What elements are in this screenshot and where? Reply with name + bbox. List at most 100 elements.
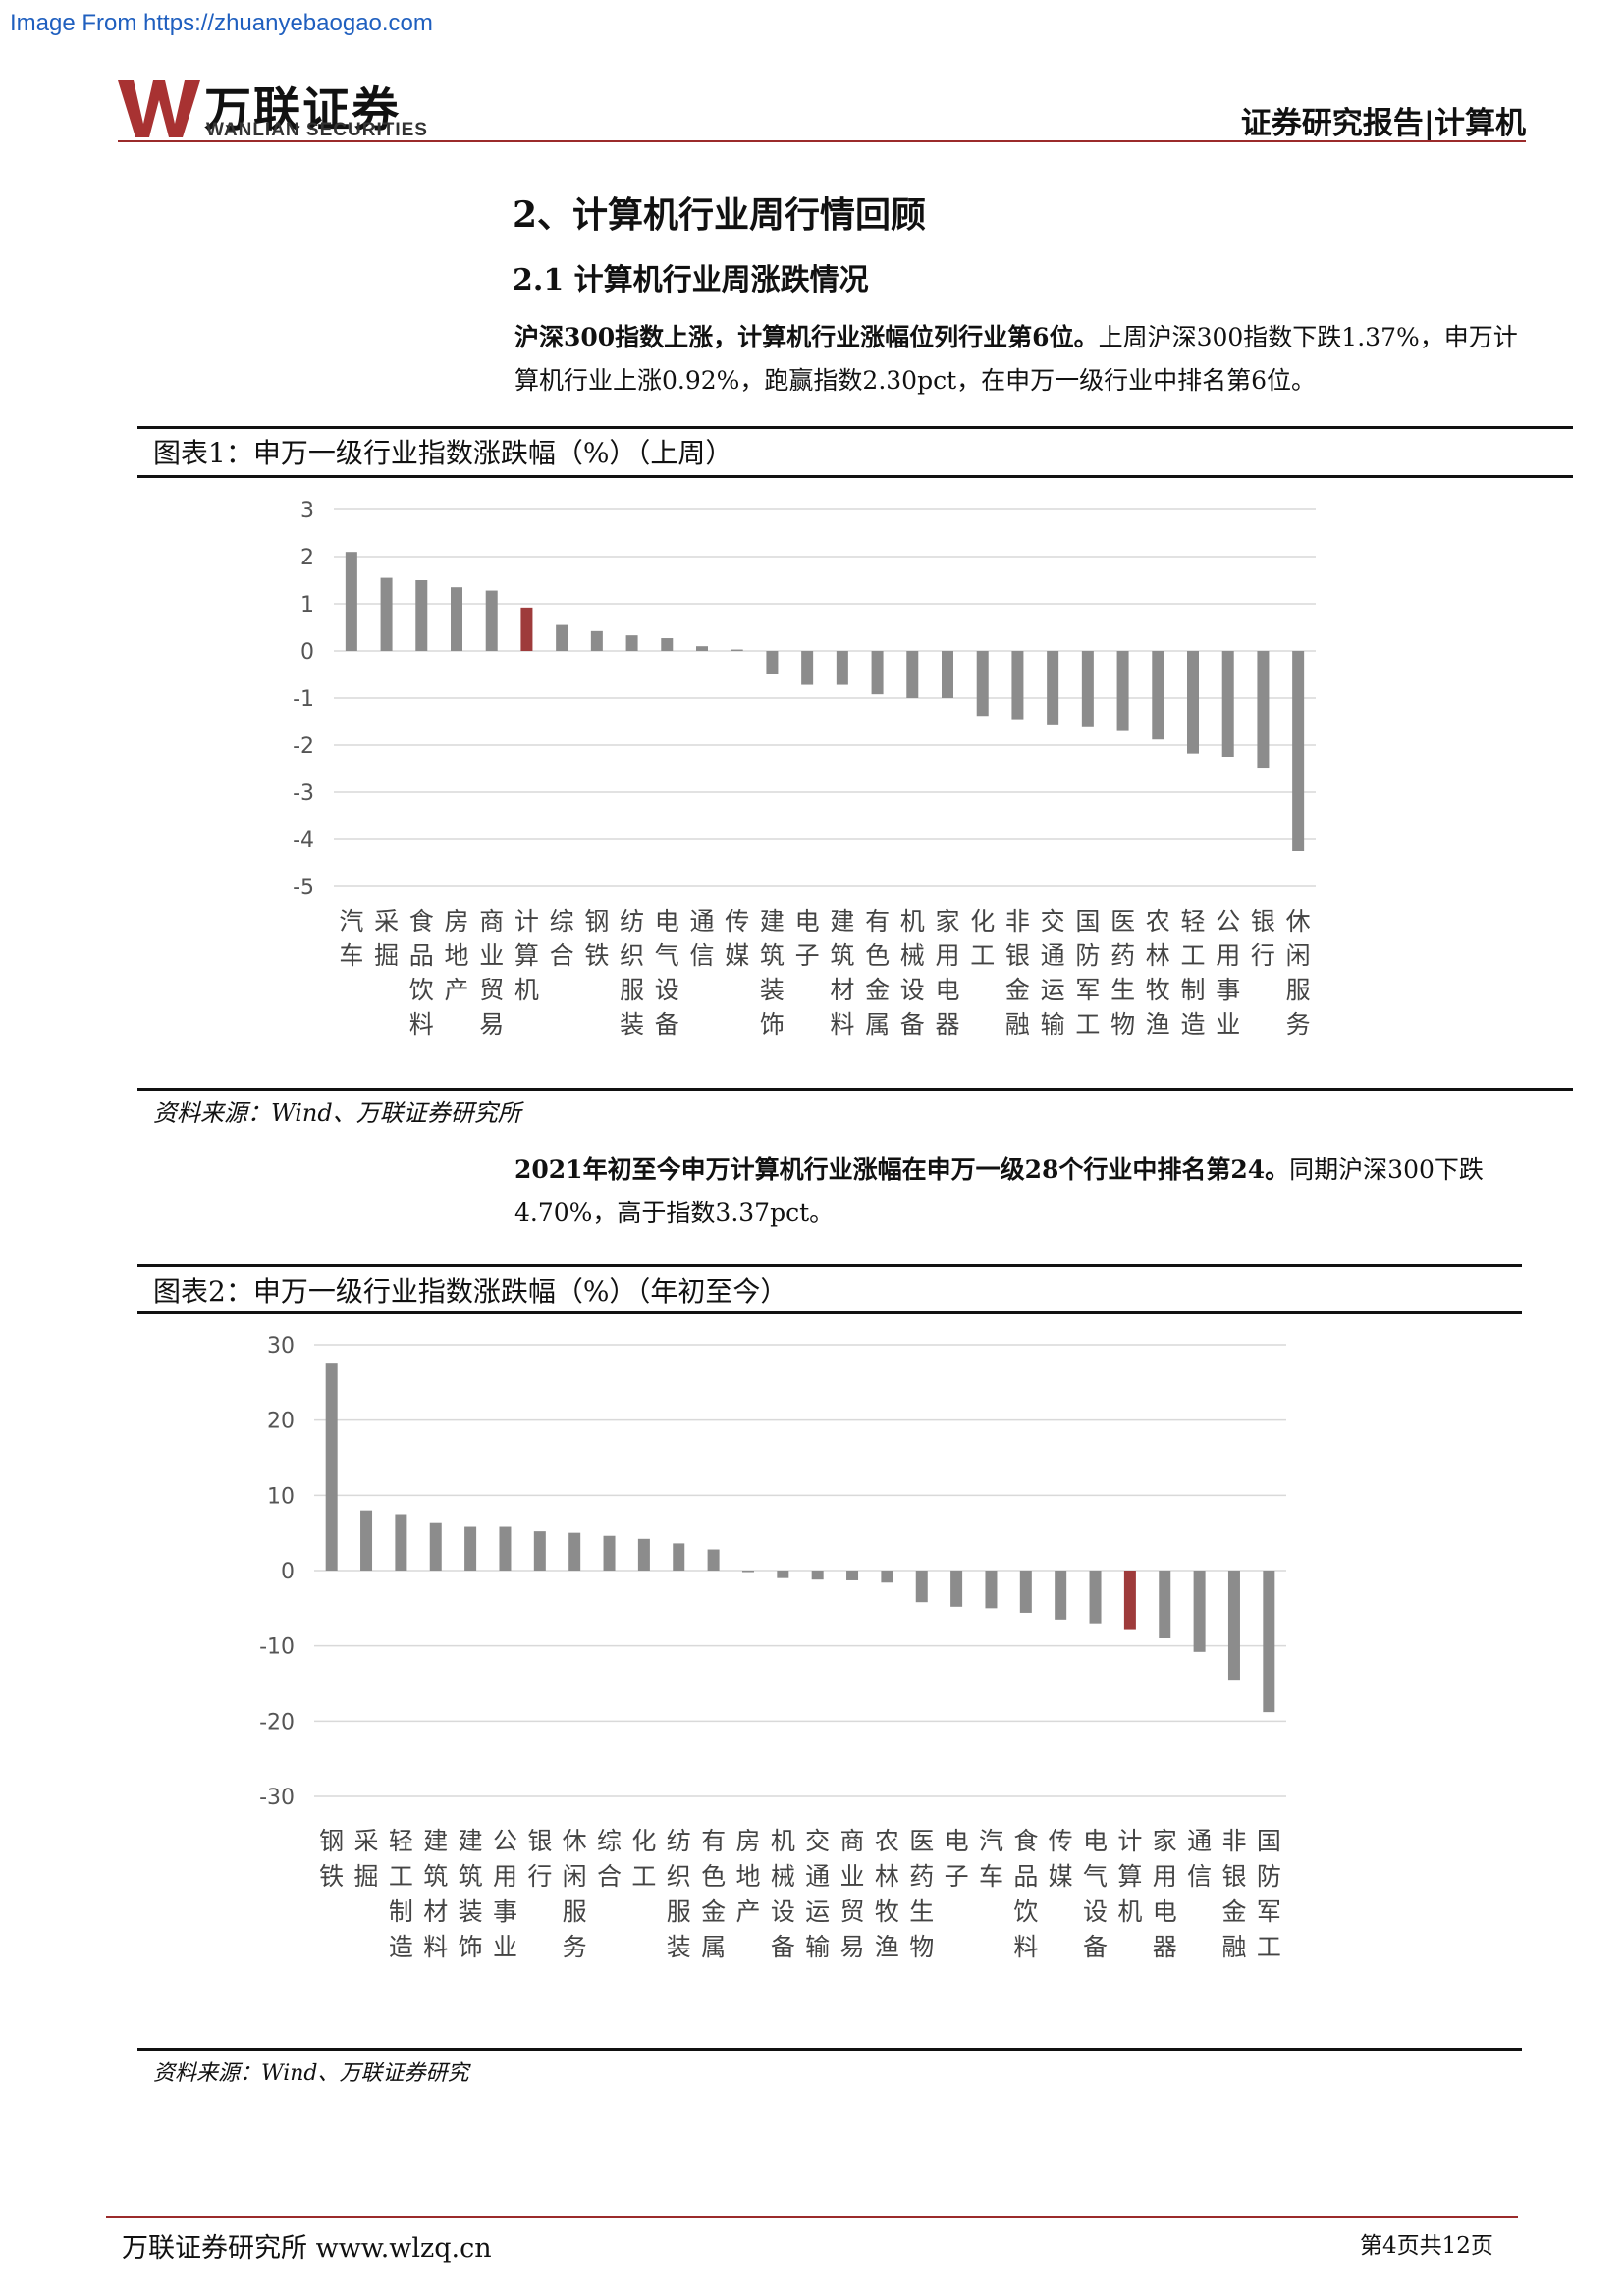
y-tick-label: 0 [300, 640, 314, 665]
x-category-label-char: 融 [1005, 1010, 1030, 1039]
x-category-label-char: 输 [1041, 1010, 1065, 1039]
x-category-label-char: 渔 [875, 1933, 899, 1961]
x-category-label-char: 械 [771, 1862, 795, 1891]
paragraph-weekly-body: 上周沪深300指数下跌1.37%，申万计算机行业上涨0.92%，跑赢指数2.30… [514, 323, 1518, 395]
x-category-label-char: 电 [1153, 1897, 1177, 1926]
y-tick-label: 3 [300, 499, 314, 523]
x-category-label-char: 有 [701, 1827, 726, 1855]
x-category-label-char: 综 [550, 907, 574, 935]
paragraph-weekly: 沪深300指数上涨，计算机行业涨幅位列行业第6位。上周沪深300指数下跌1.37… [514, 316, 1526, 402]
bar [625, 635, 638, 651]
x-category-label-char: 工 [970, 941, 995, 970]
x-category-label-char: 工 [1075, 1010, 1100, 1039]
bar [906, 651, 919, 698]
x-category-label-char: 筑 [830, 941, 854, 970]
x-category-label-char: 掘 [374, 941, 399, 970]
x-category-label-char: 交 [1041, 907, 1065, 935]
bar [881, 1571, 893, 1583]
x-category-label-char: 汽 [979, 1827, 1003, 1855]
bar [603, 1535, 616, 1571]
x-category-label-char: 农 [1146, 907, 1170, 935]
x-category-label-char: 通 [805, 1862, 830, 1891]
subsection-title: 2.1 计算机行业周涨跌情况 [513, 263, 869, 297]
x-category-label-char: 军 [1075, 976, 1100, 1004]
x-category-label-char: 计 [514, 907, 539, 935]
x-category-label-char: 休 [563, 1827, 587, 1855]
bar [731, 649, 743, 651]
paragraph-ytd: 2021年初至今申万计算机行业涨幅在申万一级28个行业中排名第24。同期沪深30… [514, 1148, 1526, 1235]
page-number: 第4页共12页 [1360, 2233, 1493, 2259]
footer-left: 万联证券研究所 www.wlzq.cn [122, 2233, 492, 2264]
x-category-label-char: 属 [865, 1010, 890, 1039]
x-category-label-char: 金 [865, 976, 890, 1004]
x-category-label-char: 轻 [389, 1827, 413, 1855]
x-category-label-char: 工 [1257, 1933, 1281, 1961]
x-category-label-char: 物 [1110, 1010, 1135, 1039]
x-category-label-char: 铁 [319, 1862, 344, 1891]
x-category-label-char: 采 [374, 907, 399, 935]
x-category-label-char: 输 [805, 1933, 830, 1961]
x-category-label-char: 通 [1041, 941, 1065, 970]
bar [707, 1549, 720, 1571]
x-category-label-char: 传 [725, 907, 749, 935]
x-category-label-char: 运 [1041, 976, 1065, 1004]
x-category-label-char: 钢 [584, 907, 609, 935]
bar [429, 1522, 442, 1571]
x-category-label-char: 筑 [459, 1862, 483, 1891]
bar [1263, 1571, 1275, 1713]
bar [1193, 1571, 1206, 1652]
figure1-top-rule [137, 426, 1573, 429]
x-category-label-char: 金 [1005, 976, 1030, 1004]
x-category-label-char: 备 [655, 1010, 679, 1039]
x-category-label-char: 贸 [479, 976, 504, 1004]
x-category-label-char: 采 [354, 1827, 379, 1855]
bar [395, 1514, 407, 1571]
x-category-label-char: 器 [1153, 1933, 1177, 1961]
bar [777, 1571, 789, 1578]
x-category-label-char: 气 [1083, 1862, 1108, 1891]
x-category-label-char: 掘 [354, 1862, 379, 1891]
x-category-label-char: 料 [409, 1010, 434, 1039]
paragraph-weekly-lead: 沪深300指数上涨，计算机行业涨幅位列行业第6位。 [514, 323, 1099, 351]
x-category-label-char: 牧 [1146, 976, 1170, 1004]
x-category-label-char: 非 [1005, 907, 1030, 935]
x-category-label-char: 制 [1180, 976, 1205, 1004]
x-category-label-char: 设 [900, 976, 925, 1004]
x-category-label-char: 筑 [760, 941, 785, 970]
x-category-label-char: 闲 [563, 1862, 587, 1891]
x-category-label-char: 银 [1251, 907, 1275, 935]
y-tick-label: 20 [267, 1410, 295, 1434]
chart-weekly-industry-change: 3210-1-2-3-4-5汽车采掘食品饮料房地产商业贸易计算机综合钢铁纺织服装… [293, 499, 1316, 1039]
watermark-link[interactable]: Image From https://zhuanyebaogao.com [10, 10, 433, 36]
bar [637, 1538, 650, 1571]
x-category-label-char: 计 [1117, 1827, 1142, 1855]
x-category-label-char: 医 [909, 1827, 934, 1855]
bar [950, 1571, 963, 1607]
x-category-label-char: 产 [735, 1897, 760, 1926]
bar [811, 1571, 824, 1580]
x-category-label-char: 合 [550, 941, 574, 970]
x-category-label-char: 化 [970, 907, 995, 935]
x-category-label-char: 交 [805, 1827, 830, 1855]
x-category-label-char: 牧 [875, 1897, 899, 1926]
bar [1011, 651, 1024, 720]
x-category-label-char: 家 [1153, 1827, 1177, 1855]
y-tick-label: 0 [281, 1560, 295, 1584]
x-category-label-char: 媒 [1049, 1862, 1073, 1891]
x-category-label-char: 运 [805, 1897, 830, 1926]
x-category-label-char: 建 [459, 1827, 483, 1855]
bar [836, 651, 848, 685]
bar [766, 651, 779, 674]
x-category-label-char: 制 [389, 1897, 413, 1926]
y-tick-label: -2 [293, 734, 314, 759]
x-category-label-char: 车 [339, 941, 363, 970]
x-category-label-char: 材 [830, 976, 854, 1004]
x-category-label-char: 行 [1251, 941, 1275, 970]
bar [942, 651, 953, 698]
bar [673, 1543, 685, 1571]
bar [485, 590, 498, 651]
bar [1187, 651, 1199, 754]
bar [696, 646, 708, 651]
x-category-label-char: 用 [935, 941, 959, 970]
bar [1292, 651, 1305, 851]
